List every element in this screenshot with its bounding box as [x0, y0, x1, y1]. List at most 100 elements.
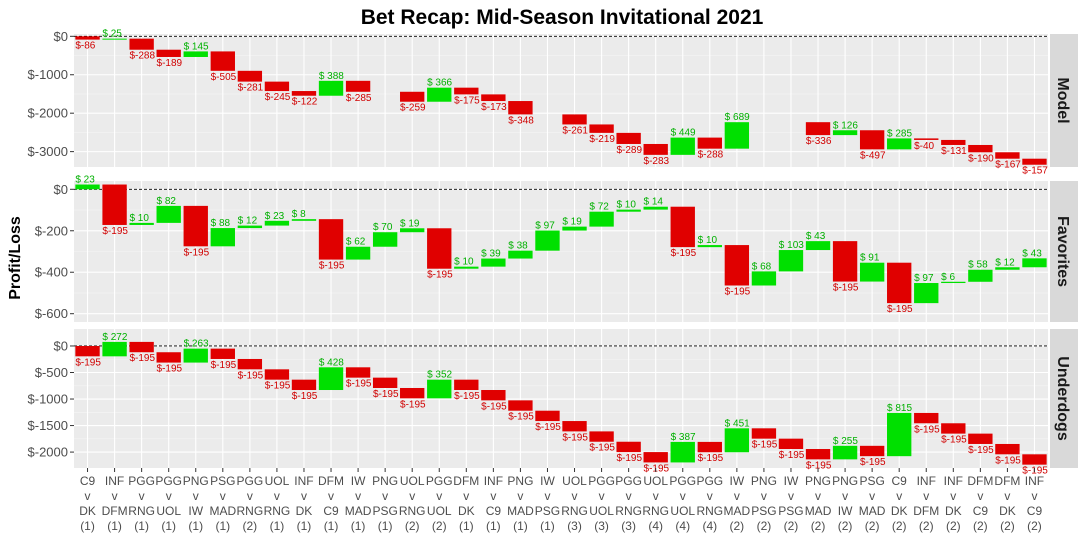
data-label: $-288 [698, 150, 724, 161]
x-tick-label: IW v MAD (1) [345, 474, 372, 533]
x-tick-label: PGG v RNG (1) [128, 474, 155, 533]
data-label: $-195 [1022, 466, 1048, 477]
data-label: $ 19 [562, 217, 582, 228]
waterfall-bar [372, 232, 398, 247]
data-label: $ 103 [779, 240, 804, 251]
data-label: $ 82 [157, 196, 177, 207]
data-label: $ 25 [102, 29, 122, 40]
waterfall-bar [345, 367, 371, 378]
data-label: $ 91 [860, 253, 880, 264]
data-label: $ 97 [535, 221, 555, 232]
x-tick-label: INF v DK (2) [944, 474, 963, 533]
x-tick-label: DFM v C9 (2) [967, 474, 993, 533]
data-label: $-195 [752, 440, 778, 451]
facet-label: Model [1054, 77, 1071, 123]
waterfall-bar [345, 246, 371, 260]
waterfall-bar [400, 228, 425, 233]
waterfall-bar [697, 441, 722, 453]
waterfall-bar [643, 452, 668, 463]
data-label: $-336 [806, 136, 832, 147]
panel-background [74, 34, 1048, 167]
data-label: $-195 [157, 364, 183, 375]
data-label: $ 689 [725, 112, 750, 123]
data-label: $ 58 [968, 260, 988, 271]
x-tick-label: PGG v RNG (2) [237, 474, 264, 533]
data-label: $-195 [779, 450, 805, 461]
data-label: $-175 [454, 95, 480, 106]
waterfall-bar [670, 206, 695, 248]
data-label: $-348 [508, 115, 534, 126]
waterfall-bar [832, 241, 858, 282]
y-tick-label: $0 [54, 338, 68, 353]
waterfall-bar [183, 348, 208, 363]
data-label: $ 70 [373, 222, 393, 233]
data-label: $-289 [616, 145, 642, 156]
waterfall-bar [237, 225, 263, 229]
waterfall-bar [508, 250, 533, 259]
data-label: $-195 [725, 287, 751, 298]
waterfall-bar [778, 438, 804, 450]
waterfall-bar [859, 445, 885, 457]
x-tick-label: C9 v DK (2) [891, 474, 908, 533]
waterfall-bar [589, 211, 614, 227]
x-tick-label: PGG v UOL (3) [588, 474, 615, 533]
waterfall-bar [914, 138, 939, 140]
y-tick-label: $-2000 [28, 106, 68, 121]
facet-strip [1050, 329, 1078, 468]
data-label: $-195 [373, 389, 399, 400]
waterfall-bar [372, 377, 398, 388]
waterfall-bar [914, 283, 939, 304]
waterfall-bar [1022, 454, 1047, 465]
data-label: $-195 [671, 248, 697, 259]
waterfall-bar [697, 245, 722, 248]
waterfall-bar [724, 428, 750, 453]
x-tick-label: PGG v UOL (2) [426, 474, 453, 533]
waterfall-bar [102, 341, 127, 357]
data-label: $-131 [941, 146, 967, 157]
waterfall-bar [832, 445, 858, 460]
x-tick-label: INF v DFM (1) [102, 474, 128, 533]
data-label: $ 285 [887, 128, 912, 139]
waterfall-bar [508, 101, 533, 115]
x-tick-label: DFM v DK (2) [994, 474, 1020, 533]
waterfall-bar [751, 428, 777, 439]
data-label: $-195 [238, 370, 264, 381]
y-tick-label: $-1500 [28, 418, 68, 433]
x-tick-label: PSG v MAD (1) [209, 474, 236, 533]
waterfall-bar [697, 137, 722, 149]
data-label: $ 12 [995, 257, 1015, 268]
waterfall-bar [210, 51, 235, 71]
data-label: $-189 [157, 58, 183, 69]
data-label: $ 8 [292, 209, 306, 220]
data-label: $ 23 [75, 175, 95, 186]
x-tick-label: IW v PSG (2) [778, 474, 803, 533]
x-tick-label: PGG v RNG (3) [615, 474, 642, 533]
waterfall-bar [400, 91, 425, 102]
data-label: $ 10 [454, 257, 474, 268]
chart-panels: $0$-1000$-2000$-3000$-86$ 25$-288$-189$ … [28, 29, 1078, 477]
waterfall-bar [129, 341, 154, 353]
waterfall-bar [264, 81, 290, 92]
waterfall-bar [887, 412, 912, 457]
data-label: $-285 [346, 93, 372, 104]
y-tick-label: $-1000 [28, 392, 68, 407]
data-label: $-195 [102, 226, 128, 237]
waterfall-bar [805, 122, 831, 136]
data-label: $ 19 [400, 218, 420, 229]
data-label: $ 43 [1022, 248, 1042, 259]
waterfall-bar [129, 38, 154, 50]
waterfall-bar [670, 137, 695, 155]
facet-label: Favorites [1054, 216, 1071, 287]
data-label: $-195 [535, 422, 561, 433]
x-tick-label: UOL v RNG (1) [264, 474, 291, 533]
waterfall-bar [941, 281, 966, 284]
data-label: $-195 [698, 453, 724, 464]
facet-strip [1050, 34, 1078, 167]
waterfall-bar [616, 441, 641, 453]
waterfall-bar [562, 226, 587, 231]
y-tick-label: $-2000 [28, 445, 68, 460]
waterfall-bar [156, 352, 181, 363]
y-axis-label: Profit/Loss [7, 216, 24, 300]
data-label: $-195 [995, 455, 1021, 466]
waterfall-bar [1022, 258, 1047, 268]
